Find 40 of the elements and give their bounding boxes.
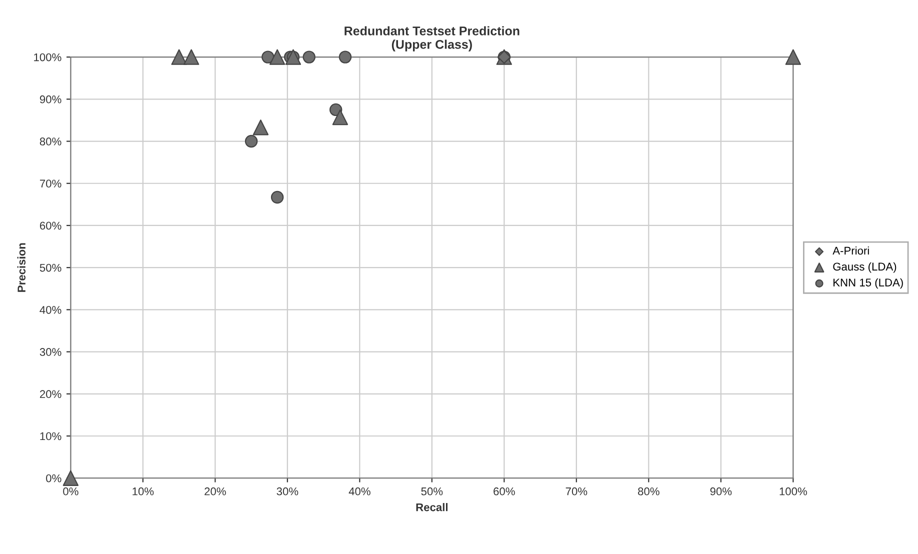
legend-label: Gauss (LDA) (833, 262, 896, 273)
y-tick-label: 40% (40, 306, 62, 314)
point (184, 49, 200, 65)
y-tick-label: 90% (40, 95, 62, 104)
point (338, 50, 352, 64)
x-tick-label: 20% (204, 487, 226, 496)
point (302, 50, 316, 64)
x-tick-label: 10% (132, 487, 154, 496)
point (252, 120, 269, 136)
y-axis-title: Precision (17, 243, 26, 292)
y-tick-label: 60% (40, 222, 62, 230)
point (269, 49, 286, 65)
y-tick-label: 70% (40, 180, 62, 188)
point (262, 50, 274, 64)
y-tick-label: 0% (46, 474, 62, 482)
x-tick-label: 70% (566, 487, 588, 496)
x-tick-label: 0% (63, 487, 78, 496)
y-tick-label: 20% (40, 390, 62, 398)
x-tick-label: 80% (638, 487, 660, 496)
point (785, 49, 801, 65)
y-tick-label: 50% (40, 264, 62, 272)
x-tick-label: 30% (276, 487, 298, 496)
point (270, 190, 284, 204)
point (62, 470, 79, 486)
x-axis-title: Recall (416, 503, 448, 512)
chart-title: Redundant Testset Prediction (Upper Class) (344, 26, 520, 52)
y-tick-label: 10% (40, 432, 62, 440)
y-tick-label: 80% (40, 138, 62, 146)
x-tick-label: 100% (780, 487, 807, 496)
point (171, 49, 187, 65)
y-tick-label: 100% (34, 53, 62, 62)
legend-label: KNN 15 (LDA) (834, 278, 903, 289)
x-tick-label: 40% (348, 487, 370, 496)
y-tick-label: 30% (40, 348, 62, 356)
x-tick-label: 90% (710, 487, 732, 496)
x-tick-label: 50% (421, 487, 443, 496)
x-tick-label: 60% (494, 487, 515, 496)
point (244, 134, 258, 148)
legend-label: A-Priori (832, 246, 869, 255)
point (332, 109, 348, 126)
